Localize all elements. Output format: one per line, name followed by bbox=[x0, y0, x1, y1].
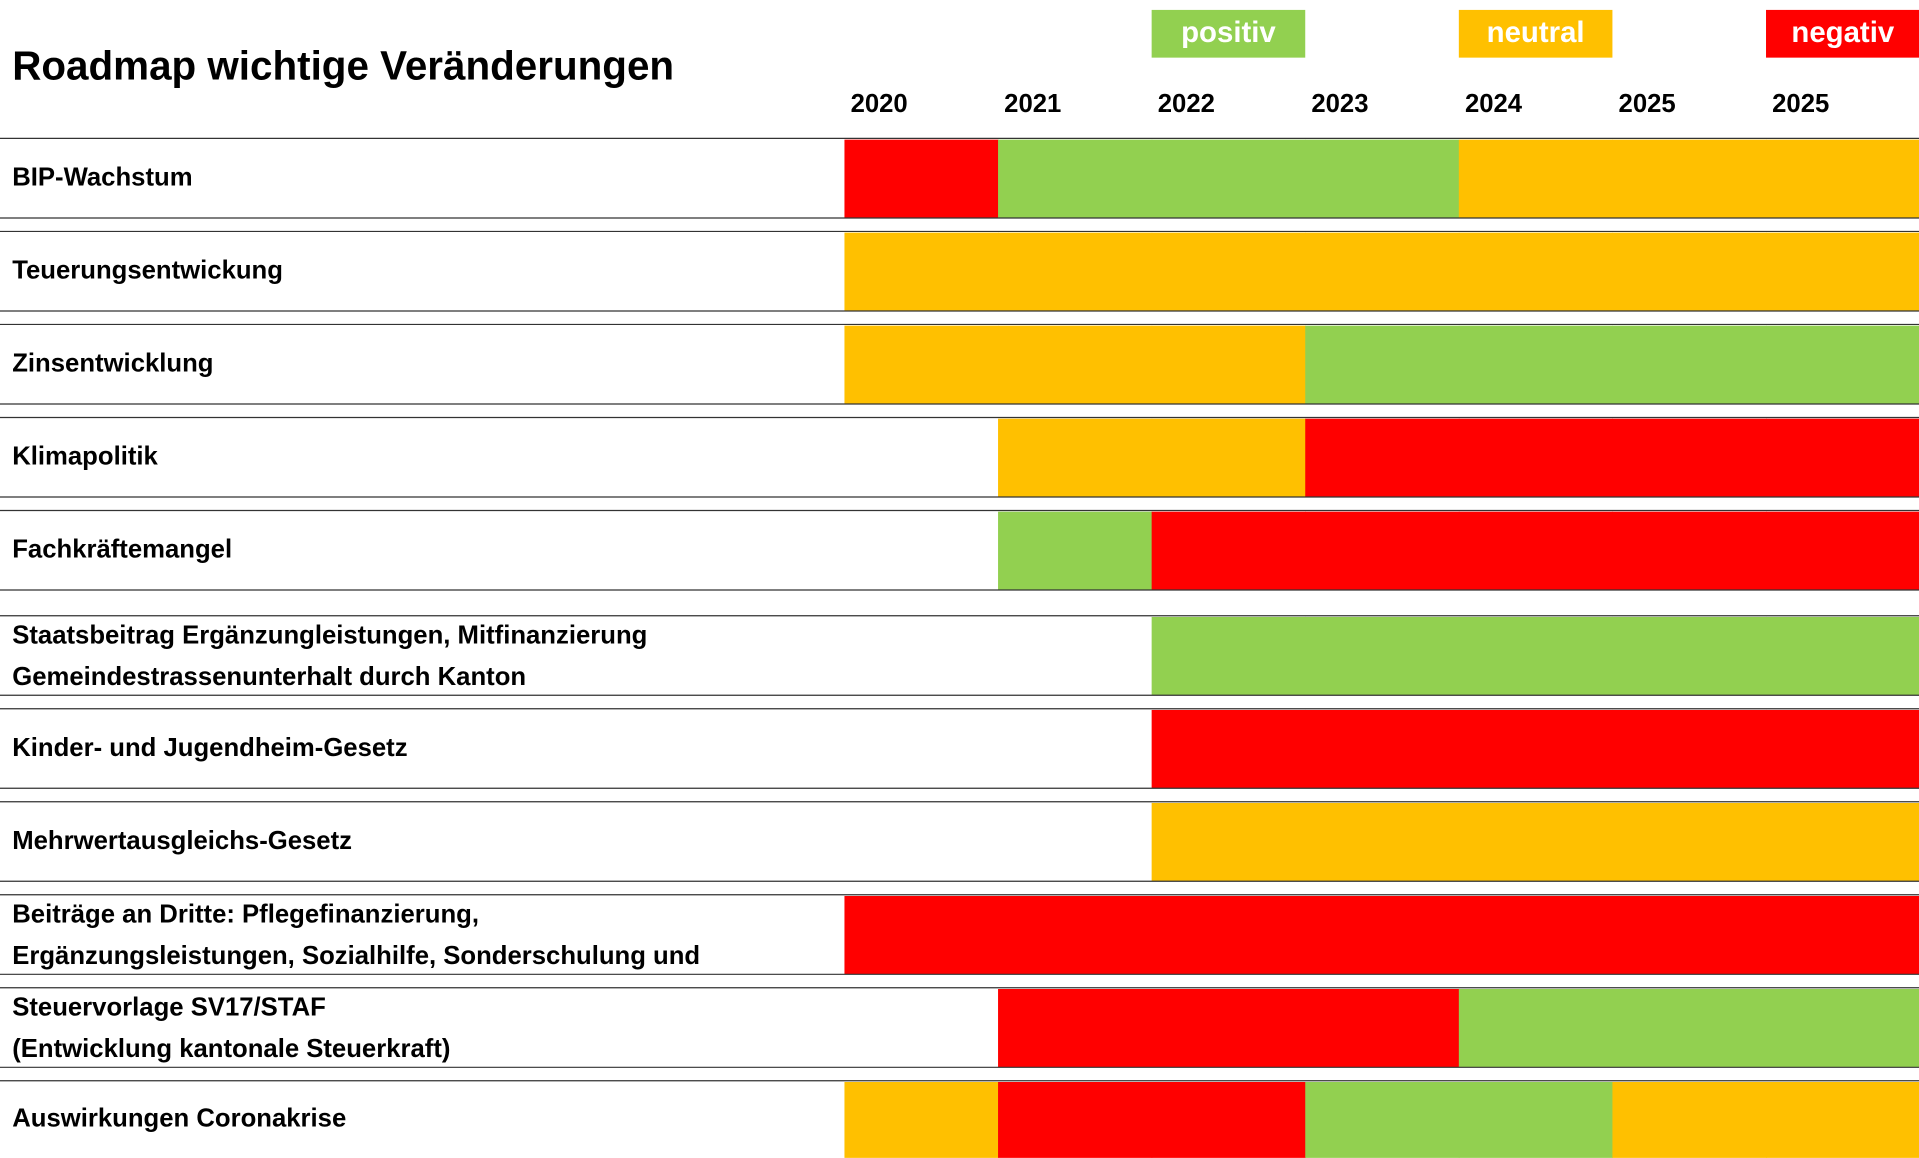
status-cell bbox=[998, 511, 1153, 591]
status-cell bbox=[1612, 895, 1767, 975]
status-cell bbox=[1766, 325, 1919, 404]
status-cell bbox=[1305, 616, 1460, 696]
status-cell bbox=[1612, 511, 1767, 591]
status-cell bbox=[1766, 511, 1919, 591]
status-cell bbox=[844, 895, 999, 975]
row-label: (Entwicklung kantonale Steuerkraft) bbox=[12, 1035, 450, 1063]
status-cell bbox=[998, 1082, 1153, 1158]
legend-label: neutral bbox=[1487, 16, 1585, 49]
row-label: Auswirkungen Coronakrise bbox=[12, 1105, 346, 1133]
status-cell bbox=[998, 895, 1153, 975]
legend-swatch bbox=[1151, 9, 1306, 58]
status-cell bbox=[1305, 709, 1460, 789]
status-cell bbox=[1458, 232, 1614, 311]
status-cell bbox=[1151, 325, 1306, 404]
status-cell bbox=[1305, 511, 1460, 591]
status-cell bbox=[1612, 988, 1767, 1068]
status-cell bbox=[1305, 232, 1460, 311]
status-cell bbox=[1151, 988, 1306, 1068]
status-cell bbox=[1766, 232, 1919, 311]
year-label: 2025 bbox=[1772, 90, 1829, 118]
status-cell bbox=[844, 1082, 999, 1158]
status-cell bbox=[1151, 709, 1306, 789]
row-label: BIP-Wachstum bbox=[12, 164, 192, 192]
title: Roadmap wichtige Veränderungen bbox=[12, 42, 674, 88]
row-label: Ergänzungsleistungen, Sozialhilfe, Sonde… bbox=[12, 942, 700, 970]
status-cell bbox=[1151, 232, 1306, 311]
status-cell bbox=[1766, 802, 1919, 882]
row-label: Kinder- und Jugendheim-Gesetz bbox=[12, 734, 407, 762]
status-cell bbox=[1766, 709, 1919, 789]
year-label: 2022 bbox=[1158, 90, 1215, 118]
status-cell bbox=[1305, 139, 1460, 218]
status-cell bbox=[1305, 418, 1460, 498]
status-cell bbox=[1766, 616, 1919, 696]
status-cell bbox=[998, 232, 1153, 311]
row-label: Gemeindestrassenunterhalt durch Kanton bbox=[12, 663, 526, 691]
status-cell bbox=[1458, 616, 1614, 696]
status-cell bbox=[1612, 709, 1767, 789]
row-label: Klimapolitik bbox=[12, 443, 158, 471]
status-cell bbox=[1612, 325, 1767, 404]
row-label: Steuervorlage SV17/STAF bbox=[12, 993, 326, 1021]
status-cell bbox=[1458, 895, 1614, 975]
status-cell bbox=[1151, 1082, 1306, 1158]
status-cell bbox=[1612, 418, 1767, 498]
status-cell bbox=[1612, 139, 1767, 218]
status-cell bbox=[1458, 709, 1614, 789]
year-label: 2021 bbox=[1004, 90, 1061, 118]
status-cell bbox=[1151, 511, 1306, 591]
year-label: 2025 bbox=[1619, 90, 1676, 118]
status-cell bbox=[998, 139, 1153, 218]
year-label: 2024 bbox=[1465, 90, 1523, 118]
status-cell bbox=[1612, 1082, 1767, 1158]
status-cell bbox=[998, 325, 1153, 404]
status-cell bbox=[1612, 802, 1767, 882]
row-label: Fachkräftemangel bbox=[12, 536, 232, 564]
year-label: 2020 bbox=[851, 90, 908, 118]
status-cell bbox=[1612, 616, 1767, 696]
legend-swatch bbox=[1458, 9, 1613, 58]
year-label: 2023 bbox=[1311, 90, 1368, 118]
status-cell bbox=[1151, 418, 1306, 498]
status-cell bbox=[1458, 139, 1614, 218]
status-cell bbox=[1305, 325, 1460, 404]
status-cell bbox=[1151, 616, 1306, 696]
status-cell bbox=[1766, 895, 1919, 975]
status-cell bbox=[1458, 418, 1614, 498]
status-cell bbox=[998, 418, 1153, 498]
legend-label: negativ bbox=[1791, 16, 1894, 49]
status-cell bbox=[1766, 139, 1919, 218]
status-cell bbox=[844, 232, 999, 311]
row-label: Staatsbeitrag Ergänzungleistungen, Mitfi… bbox=[12, 621, 647, 649]
status-cell bbox=[1458, 1082, 1614, 1158]
row-label: Mehrwertausgleichs-Gesetz bbox=[12, 827, 352, 855]
status-cell bbox=[1766, 988, 1919, 1068]
status-cell bbox=[1305, 802, 1460, 882]
status-cell bbox=[1612, 232, 1767, 311]
status-cell bbox=[1458, 325, 1614, 404]
status-cell bbox=[844, 139, 999, 218]
status-cell bbox=[844, 325, 999, 404]
status-cell bbox=[1458, 988, 1614, 1068]
status-cell bbox=[1305, 1082, 1460, 1158]
status-cell bbox=[1151, 802, 1306, 882]
status-cell bbox=[998, 988, 1153, 1068]
status-cell bbox=[1766, 1082, 1919, 1158]
row-label: Zinsentwicklung bbox=[12, 350, 213, 378]
status-cell bbox=[1151, 895, 1306, 975]
status-cell bbox=[1458, 511, 1614, 591]
row-label: Teuerungsentwickung bbox=[12, 257, 283, 285]
status-cell bbox=[1766, 418, 1919, 498]
status-cell bbox=[1458, 802, 1614, 882]
legend-swatch bbox=[1766, 9, 1919, 58]
status-cell bbox=[1305, 895, 1460, 975]
status-cell bbox=[1305, 988, 1460, 1068]
legend-label: positiv bbox=[1181, 16, 1276, 49]
row-label: Beiträge an Dritte: Pflegefinanzierung, bbox=[12, 900, 479, 928]
status-cell bbox=[1151, 139, 1306, 218]
